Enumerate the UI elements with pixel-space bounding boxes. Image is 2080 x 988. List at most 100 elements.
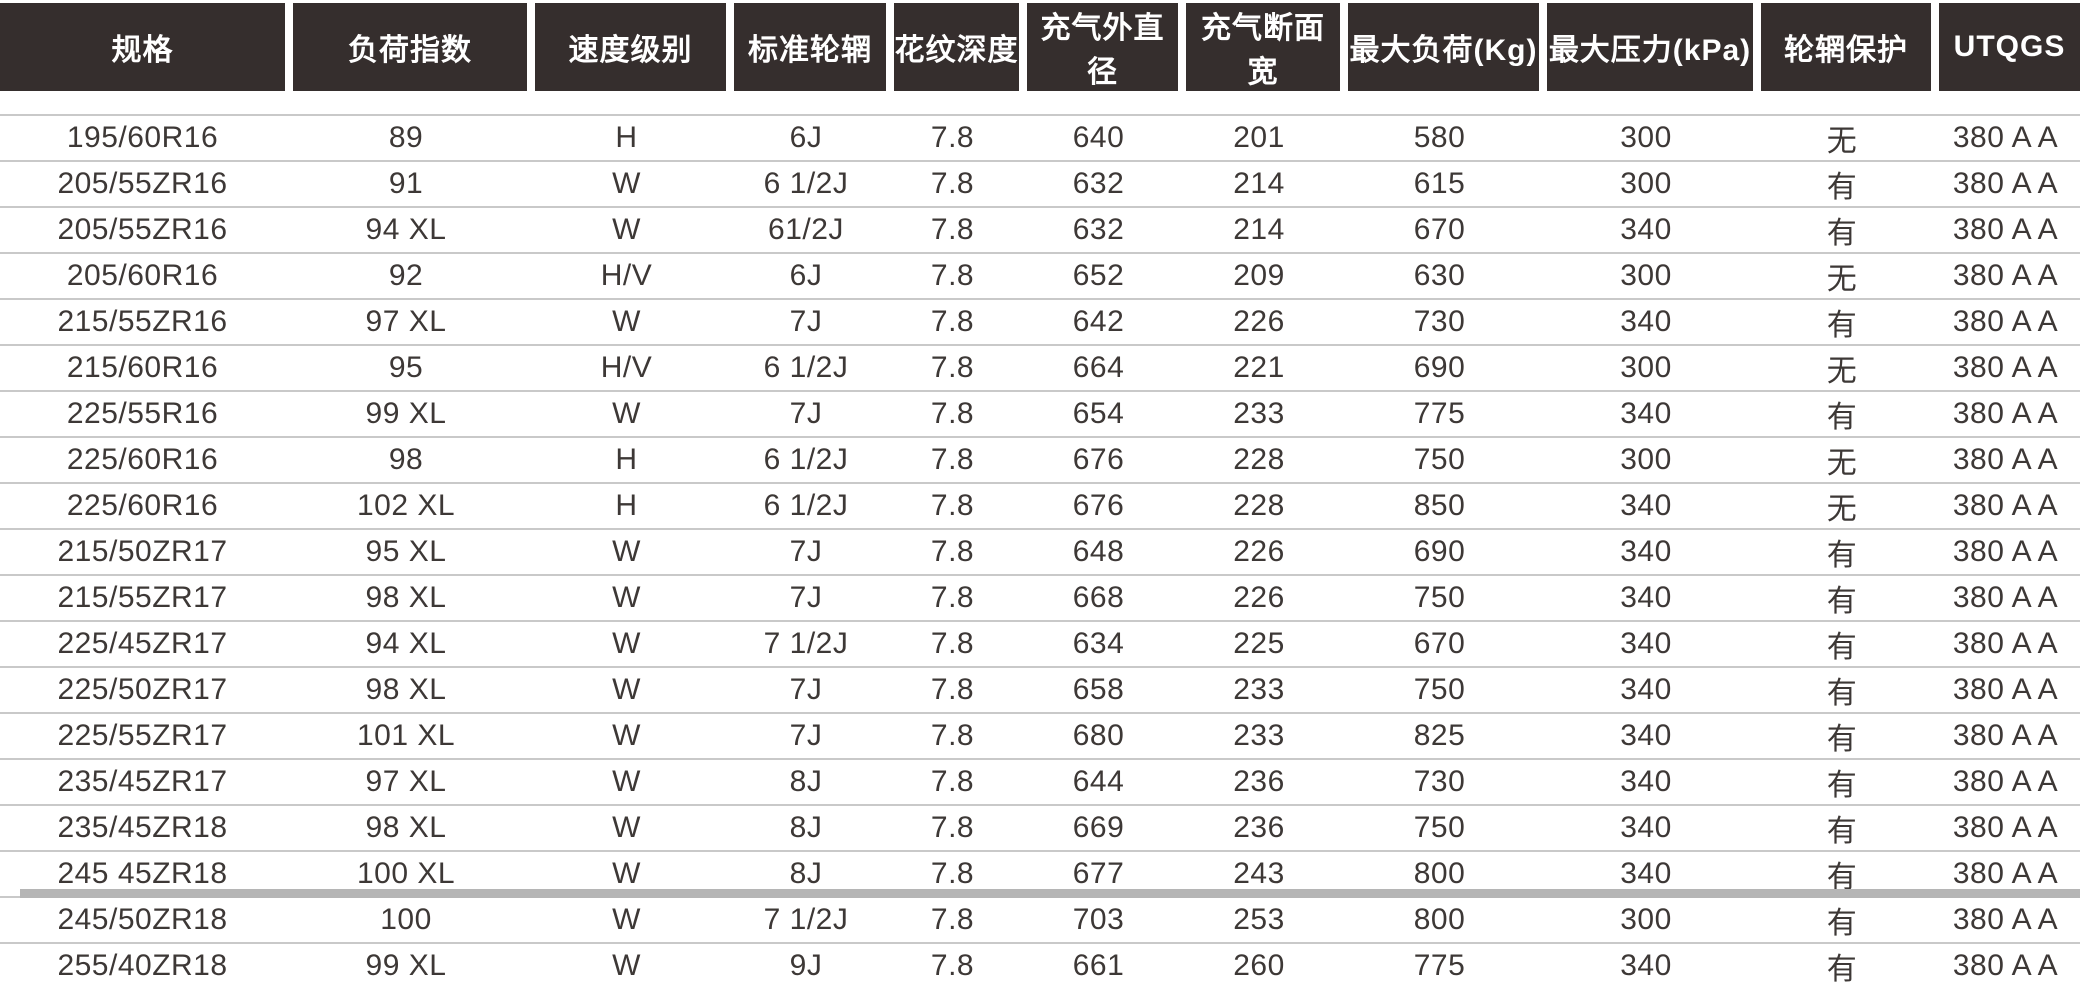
cell-utqgs: 380 A A [1931,712,2080,758]
cell-inflated-section-width: 236 [1178,804,1340,850]
table-row: 205/60R16 92 H/V 6J 7.8 652 209 630 300 无 380 A A [0,252,2080,298]
cell-speed-rating: H/V [527,252,726,298]
cell-inflated-diameter: 632 [1019,206,1178,252]
cell-max-pressure: 300 [1539,160,1753,206]
cell-inflated-diameter: 664 [1019,344,1178,390]
cell-speed-rating: H/V [527,344,726,390]
cell-inflated-section-width: 209 [1178,252,1340,298]
cell-rim-protection: 有 [1753,390,1931,436]
cell-max-load: 670 [1340,620,1539,666]
cell-spec: 215/55ZR16 [0,298,285,344]
cell-max-pressure: 340 [1539,482,1753,528]
cell-speed-rating: W [527,160,726,206]
cell-inflated-section-width: 226 [1178,574,1340,620]
cell-spec: 225/50ZR17 [0,666,285,712]
cell-max-pressure: 340 [1539,528,1753,574]
cell-spec: 225/60R16 [0,482,285,528]
table-row: 255/40ZR18 99 XL W 9J 7.8 661 260 775 340 有 380 A … [0,942,2080,988]
cell-speed-rating: W [527,390,726,436]
column-header-inflated-section-width: 充气断面宽 [1178,3,1340,91]
cell-load-index: 97 XL [285,758,527,804]
cell-standard-rim: 6J [726,252,886,298]
cell-standard-rim: 8J [726,804,886,850]
cell-spec: 225/60R16 [0,436,285,482]
cell-utqgs: 380 A A [1931,252,2080,298]
column-header-rim-protection: 轮辋保护 [1753,3,1931,91]
cell-max-load: 825 [1340,712,1539,758]
cell-max-pressure: 340 [1539,390,1753,436]
cell-tread-depth: 7.8 [886,574,1019,620]
cell-load-index: 97 XL [285,298,527,344]
cell-standard-rim: 6 1/2J [726,482,886,528]
cell-speed-rating: W [527,850,726,896]
cell-rim-protection: 无 [1753,482,1931,528]
table-row: 205/55ZR16 94 XL W 61/2J 7.8 632 214 670 340 有 380… [0,206,2080,252]
column-header-max-pressure: 最大压力(kPa) [1539,3,1753,91]
cell-standard-rim: 6J [726,114,886,160]
cell-tread-depth: 7.8 [886,298,1019,344]
cell-inflated-section-width: 214 [1178,160,1340,206]
cell-standard-rim: 7J [726,712,886,758]
cell-spec: 205/60R16 [0,252,285,298]
cell-max-pressure: 340 [1539,298,1753,344]
cell-max-load: 750 [1340,804,1539,850]
cell-inflated-diameter: 680 [1019,712,1178,758]
cell-load-index: 89 [285,114,527,160]
cell-rim-protection: 有 [1753,160,1931,206]
table-row: 235/45ZR18 98 XL W 8J 7.8 669 236 750 340 有 380 A … [0,804,2080,850]
cell-speed-rating: H [527,436,726,482]
cell-tread-depth: 7.8 [886,160,1019,206]
cell-inflated-diameter: 644 [1019,758,1178,804]
cell-inflated-diameter: 640 [1019,114,1178,160]
cell-inflated-diameter: 654 [1019,390,1178,436]
cell-load-index: 102 XL [285,482,527,528]
cell-inflated-section-width: 233 [1178,390,1340,436]
cell-load-index: 95 [285,344,527,390]
cell-spec: 245 45ZR18 [0,850,285,896]
cell-utqgs: 380 A A [1931,436,2080,482]
column-header-load-index: 负荷指数 [285,3,527,91]
cell-spec: 255/40ZR18 [0,942,285,988]
cell-utqgs: 380 A A [1931,298,2080,344]
cell-load-index: 100 XL [285,850,527,896]
cell-speed-rating: W [527,620,726,666]
cell-inflated-diameter: 677 [1019,850,1178,896]
cell-load-index: 94 XL [285,620,527,666]
bottom-bar [20,889,2080,898]
cell-speed-rating: H [527,114,726,160]
column-header-utqgs: UTQGS [1931,3,2080,91]
cell-tread-depth: 7.8 [886,114,1019,160]
cell-rim-protection: 有 [1753,206,1931,252]
cell-max-pressure: 340 [1539,804,1753,850]
cell-spec: 205/55ZR16 [0,160,285,206]
table-row: 215/55ZR16 97 XL W 7J 7.8 642 226 730 340 有 380 A … [0,298,2080,344]
cell-max-load: 630 [1340,252,1539,298]
cell-load-index: 99 XL [285,390,527,436]
cell-spec: 215/60R16 [0,344,285,390]
cell-rim-protection: 有 [1753,804,1931,850]
cell-tread-depth: 7.8 [886,390,1019,436]
cell-load-index: 101 XL [285,712,527,758]
cell-max-load: 750 [1340,666,1539,712]
cell-spec: 235/45ZR17 [0,758,285,804]
cell-rim-protection: 无 [1753,436,1931,482]
table-row: 225/45ZR17 94 XL W 7 1/2J 7.8 634 225 670 340 有 38… [0,620,2080,666]
cell-standard-rim: 7 1/2J [726,620,886,666]
cell-tread-depth: 7.8 [886,712,1019,758]
cell-inflated-section-width: 233 [1178,712,1340,758]
cell-speed-rating: W [527,942,726,988]
cell-inflated-section-width: 226 [1178,298,1340,344]
table-body: 195/60R16 89 H 6J 7.8 640 201 580 300 无 380 A A 205… [0,91,2080,988]
cell-load-index: 98 XL [285,574,527,620]
cell-spec: 225/45ZR17 [0,620,285,666]
cell-load-index: 99 XL [285,942,527,988]
cell-inflated-section-width: 201 [1178,114,1340,160]
cell-load-index: 98 XL [285,666,527,712]
cell-load-index: 98 XL [285,804,527,850]
column-header-standard-rim: 标准轮辋 [726,3,886,91]
cell-tread-depth: 7.8 [886,850,1019,896]
cell-inflated-section-width: 243 [1178,850,1340,896]
cell-standard-rim: 8J [726,758,886,804]
cell-standard-rim: 6 1/2J [726,436,886,482]
cell-tread-depth: 7.8 [886,482,1019,528]
